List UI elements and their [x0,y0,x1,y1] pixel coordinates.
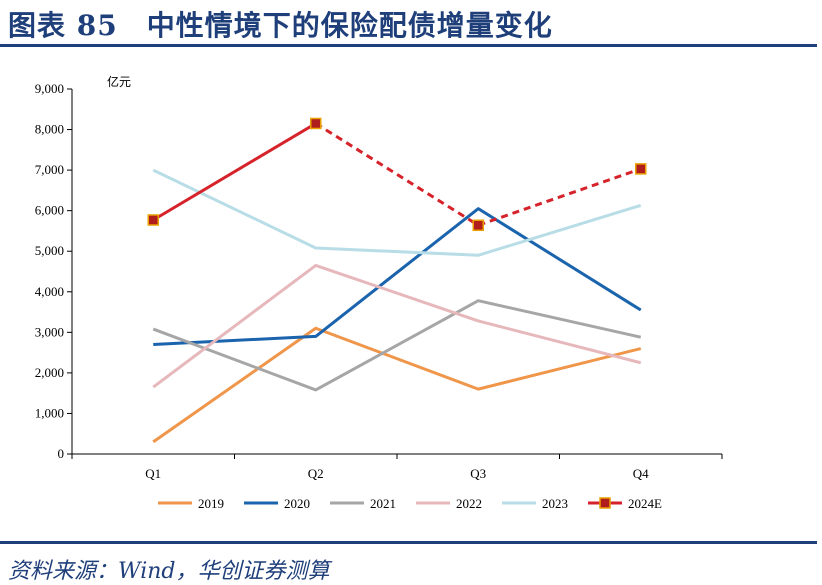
chart-axes: 0 1,000 2,000 3,000 4,000 5,000 6,000 7,000 8,00… [35,74,723,481]
footer-divider [0,541,817,544]
series-marker-2024E [310,117,322,130]
y-tick-label: 6,000 [35,203,64,218]
y-tick-label: 0 [58,446,65,461]
legend-label-2020: 2020 [284,496,310,511]
x-tick-label: Q3 [470,466,486,481]
line-chart: 0 1,000 2,000 3,000 4,000 5,000 6,000 7,000 8,00… [0,60,822,540]
series-line-2024E-actual [152,122,317,222]
header-divider [0,44,817,47]
y-tick-label: 3,000 [35,324,64,339]
report-header: 图表 85 中性情境下的保险配债增量变化 [0,0,822,52]
series-line-2019 [152,326,642,444]
y-unit-label: 亿元 [107,74,131,89]
legend-label-2023: 2023 [542,496,568,511]
legend-label-2024E: 2024E [628,496,662,511]
figure-title: 图表 85 中性情境下的保险配债增量变化 [8,9,553,42]
legend-label-2019: 2019 [198,496,224,511]
y-tick-label: 1,000 [35,405,64,420]
series-line-2022 [152,263,642,389]
chart-canvas: 0 1,000 2,000 3,000 4,000 5,000 6,000 7,000 8,00… [35,74,723,511]
y-tick-label: 7,000 [35,162,64,177]
x-tick-label: Q2 [308,466,324,481]
chart-series [147,117,647,444]
y-tick-label: 2,000 [35,365,64,380]
y-tick-label: 8,000 [35,122,64,137]
x-tick-label: Q1 [145,466,161,481]
legend-marker-2024E [599,497,611,509]
series-line-2023 [152,168,642,257]
series-marker-2024E [472,219,484,232]
series-line-2024E-forecast [314,122,642,227]
series-line-2021 [152,299,642,392]
y-tick-label: 9,000 [35,81,64,96]
legend-label-2022: 2022 [456,496,482,511]
source-note: 资料来源：Wind，华创证券测算 [8,559,330,584]
series-marker-2024E [147,214,159,226]
series-line-2020 [153,207,642,346]
y-tick-label: 4,000 [35,284,64,299]
series-marker-2024E [635,163,647,175]
legend-label-2021: 2021 [370,496,396,511]
chart-legend: 2019 2020 2021 2022 2023 2024E [158,496,662,511]
x-tick-label: Q4 [633,466,649,481]
y-tick-label: 5,000 [35,243,64,258]
